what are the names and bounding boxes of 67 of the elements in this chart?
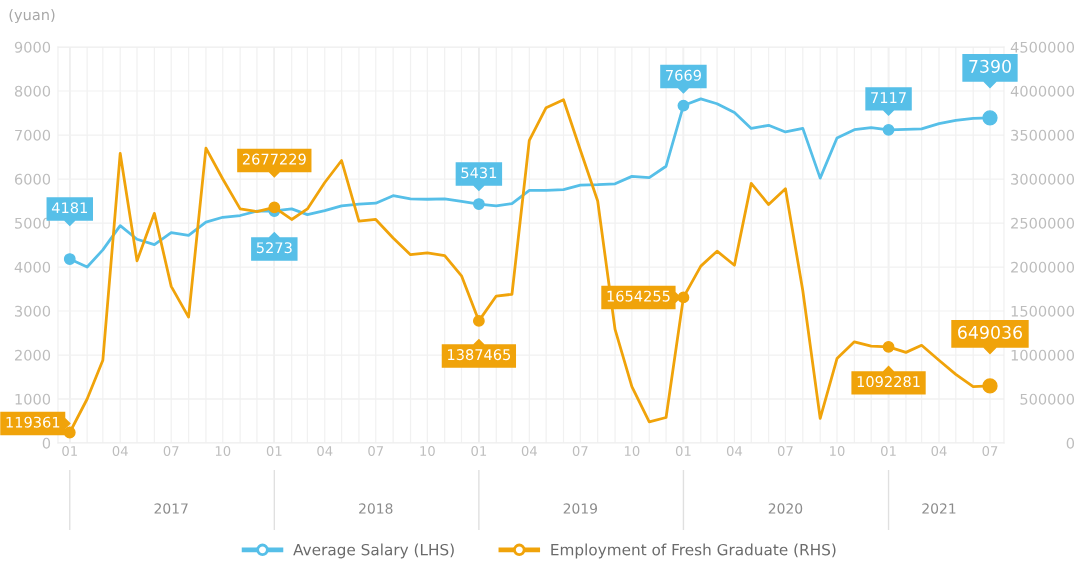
data-label: 1092281: [857, 376, 920, 388]
point: [472, 198, 485, 210]
x2-tick-label: 2021: [922, 503, 956, 514]
x-tick-label: 04: [931, 446, 947, 456]
data-label: 119361: [6, 416, 60, 428]
x-tick-label: 10: [420, 446, 435, 456]
x-tick-label: 01: [62, 446, 77, 456]
x-tick-label: 04: [521, 446, 537, 456]
y2-tick-label: 500000: [1020, 393, 1075, 405]
y2-tick-label: 1000000: [1011, 349, 1075, 361]
x-tick-label: 04: [726, 446, 743, 456]
data-label: 1387465: [448, 349, 511, 361]
data-label: 1654255: [607, 290, 670, 302]
point: [882, 123, 895, 136]
y-tick-label: 0: [42, 437, 51, 449]
y-tick-label: 5000: [15, 217, 51, 229]
y-tick-label: 6000: [14, 173, 51, 185]
y-tick-label: 4000: [14, 261, 51, 273]
x-tick-label: 01: [266, 446, 282, 456]
legend-label: Employment of Fresh Graduate (RHS): [551, 543, 836, 559]
y2-tick-label: 1500000: [1011, 305, 1075, 317]
x-tick-label: 10: [215, 446, 231, 456]
data-label: 7117: [871, 92, 906, 103]
data-label: 7390: [969, 59, 1011, 73]
x-tick-label: 07: [368, 446, 384, 456]
x-tick-label: 01: [675, 446, 691, 456]
y2-tick-label: 4000000: [1010, 85, 1075, 97]
y2-tick-label: 3000000: [1011, 173, 1075, 185]
y2-tick-label: 2500000: [1011, 217, 1075, 229]
point: [63, 253, 76, 265]
point: [268, 201, 281, 214]
y2-tick-label: 0: [1066, 437, 1075, 449]
x-tick-label: 04: [112, 446, 128, 456]
data-label: 649036: [958, 325, 1023, 339]
x-tick-label: 01: [471, 446, 487, 456]
y-tick-label: 9000: [14, 41, 51, 53]
x-tick-label: 07: [777, 446, 793, 456]
data-label: 7669: [666, 69, 701, 81]
y2-tick-label: 4500000: [1010, 41, 1075, 53]
x-tick-label: 07: [163, 446, 179, 456]
x-tick-label: 01: [881, 446, 896, 456]
data-label: 2677229: [242, 153, 306, 165]
x2-tick-label: 2019: [563, 503, 598, 514]
y2-tick-label: 2000000: [1011, 261, 1075, 273]
x-tick-label: 10: [624, 446, 640, 456]
point: [63, 426, 76, 439]
data-label: 4181: [51, 202, 87, 214]
y-tick-label: 7000: [15, 129, 51, 141]
y2-tick-label: 3500000: [1011, 129, 1075, 141]
x-tick-label: 10: [830, 446, 845, 456]
x-tick-label: 07: [572, 446, 588, 456]
y-tick-label: 3000: [15, 305, 51, 317]
y-axis-title: (yuan): [9, 8, 55, 24]
data-label: 5431: [461, 167, 497, 179]
y-tick-label: 2000: [15, 349, 51, 361]
x-tick-label: 07: [982, 446, 998, 456]
y-tick-label: 8000: [14, 85, 51, 97]
legend-label: Average Salary (LHS): [293, 543, 454, 559]
x2-tick-label: 2020: [768, 503, 803, 514]
x2-tick-label: 2017: [154, 503, 188, 514]
point: [472, 314, 485, 327]
x-tick-label: 04: [317, 446, 333, 456]
point: [882, 340, 895, 353]
y-tick-label: 1000: [15, 393, 51, 405]
data-label: 5273: [256, 242, 292, 254]
x2-tick-label: 2018: [359, 503, 393, 514]
point: [677, 99, 690, 112]
